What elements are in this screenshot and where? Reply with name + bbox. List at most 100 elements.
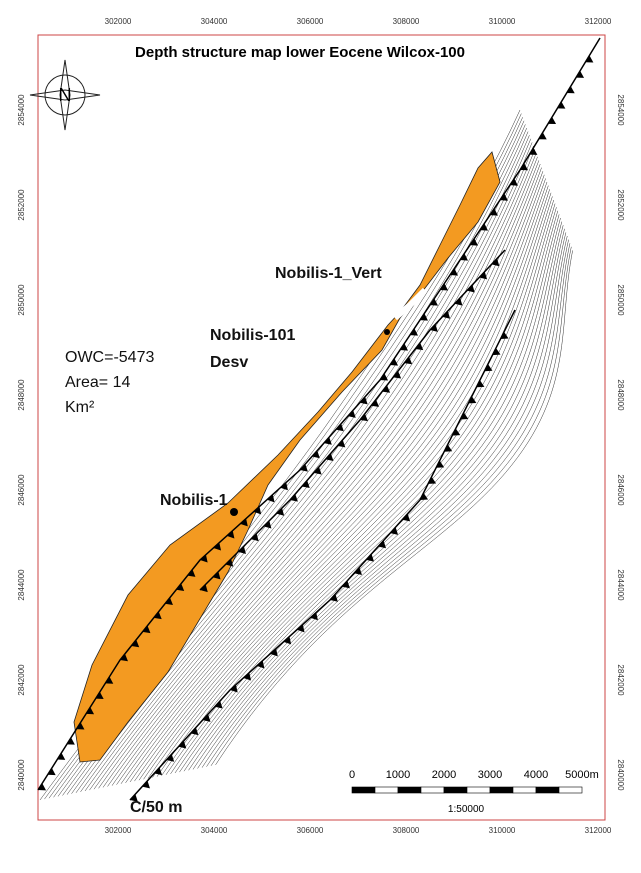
fault-tooth: [131, 639, 140, 648]
contour-line: [134, 185, 549, 782]
fault-tooth: [428, 476, 437, 484]
fault-tooth: [212, 571, 221, 580]
contour-line: [138, 189, 550, 781]
well-label: Nobilis-101: [210, 327, 295, 344]
scale-label: 5000m: [565, 769, 599, 781]
axis-label: 2852000: [17, 189, 26, 221]
fault-tooth: [382, 385, 391, 393]
fault-tooth: [240, 518, 248, 527]
fault-tooth: [466, 284, 475, 293]
fault-tooth: [66, 737, 75, 745]
well-marker: [384, 329, 390, 335]
fault-tooth: [120, 653, 128, 662]
fault-tooth: [547, 116, 557, 125]
contour-line: [183, 225, 564, 772]
fault-tooth: [263, 520, 272, 529]
area-label: Area= 14: [65, 374, 130, 391]
axis-label: 2850000: [17, 284, 26, 316]
fault-tooth: [444, 444, 453, 452]
contour-line: [111, 167, 542, 786]
fault-tooth: [142, 780, 150, 789]
fault-tooth: [250, 533, 259, 542]
fault-tooth: [190, 727, 199, 736]
scale-segment: [443, 786, 468, 794]
fault-tooth: [479, 271, 488, 280]
axis-label: 2848000: [17, 379, 26, 411]
fault-tooth: [311, 450, 320, 459]
fault-tooth: [566, 86, 575, 94]
owc-label: OWC=-5473: [65, 349, 154, 366]
fault-tooth: [489, 208, 498, 216]
scale-segment: [374, 786, 399, 794]
fault-tooth: [270, 648, 278, 657]
axis-label: 308000: [393, 17, 420, 26]
fault-tooth: [529, 147, 538, 155]
contour-line: [89, 149, 536, 791]
fault-tooth: [187, 569, 196, 577]
axis-label: 2840000: [17, 759, 26, 791]
scale-label: 0: [349, 769, 355, 781]
contour-line: [84, 145, 534, 792]
fault-tooth: [402, 513, 411, 522]
axis-label: 2846000: [616, 474, 625, 506]
fault-tooth: [520, 163, 529, 171]
axis-label: 2844000: [616, 569, 625, 601]
fault-tooth: [213, 542, 222, 551]
fault-tooth: [57, 752, 66, 760]
contour-line: [98, 156, 538, 789]
fault-tooth: [290, 493, 298, 502]
fault-tooth: [454, 297, 463, 306]
fault-tooth: [330, 594, 338, 602]
contour-interval: C/50 m: [130, 799, 182, 816]
axis-label: 308000: [393, 826, 420, 835]
fault-tooth: [323, 437, 332, 445]
fault-tooth: [230, 684, 238, 693]
contour-line: [201, 239, 569, 768]
fault-tooth: [430, 324, 438, 332]
axis-label: 304000: [201, 826, 228, 835]
fault-tooth: [460, 412, 469, 420]
scale-segment: [512, 786, 537, 794]
fault-tooth: [335, 423, 344, 432]
axis-label: 2854000: [616, 94, 625, 126]
fault-tooth: [440, 283, 449, 291]
fault-tooth: [452, 428, 461, 436]
fault-tooth: [266, 494, 275, 503]
axis-label: 2846000: [17, 474, 26, 506]
scale-segment: [466, 786, 491, 794]
fault-tooth: [310, 612, 318, 621]
axis-label: 304000: [201, 17, 228, 26]
scale-segment: [489, 786, 514, 794]
contour-line: [192, 232, 567, 770]
gap: [393, 287, 428, 321]
fault-tooth: [243, 672, 252, 681]
contour-line: [206, 243, 571, 767]
axis-label: 310000: [489, 17, 516, 26]
fault-tooth: [95, 691, 104, 700]
axis-label: 310000: [489, 826, 516, 835]
contour-line: [80, 142, 533, 793]
fault-tooth: [142, 625, 151, 634]
fault-tooth: [500, 331, 509, 340]
axis-label: 302000: [105, 17, 132, 26]
fault-tooth: [419, 313, 428, 321]
fault-tooth: [200, 554, 208, 563]
fault-tooth: [301, 480, 310, 489]
contour-line: [215, 250, 573, 766]
fault-tooth: [283, 636, 292, 645]
contour-line: [129, 181, 548, 783]
scale-label: 2000: [432, 769, 456, 781]
fault-tooth: [409, 328, 418, 336]
fault-tooth: [153, 611, 162, 620]
contour-line: [170, 214, 560, 775]
axis-label: 2852000: [616, 189, 625, 221]
axis-label: 2854000: [17, 94, 26, 126]
axis-label: 312000: [585, 826, 612, 835]
scale-segment: [558, 786, 583, 794]
fault-tooth: [253, 506, 262, 515]
fault-tooth: [484, 364, 493, 372]
fault-tooth: [509, 178, 518, 186]
contour-line: [120, 174, 545, 784]
scale-segment: [420, 786, 445, 794]
fault-tooth: [354, 567, 362, 575]
